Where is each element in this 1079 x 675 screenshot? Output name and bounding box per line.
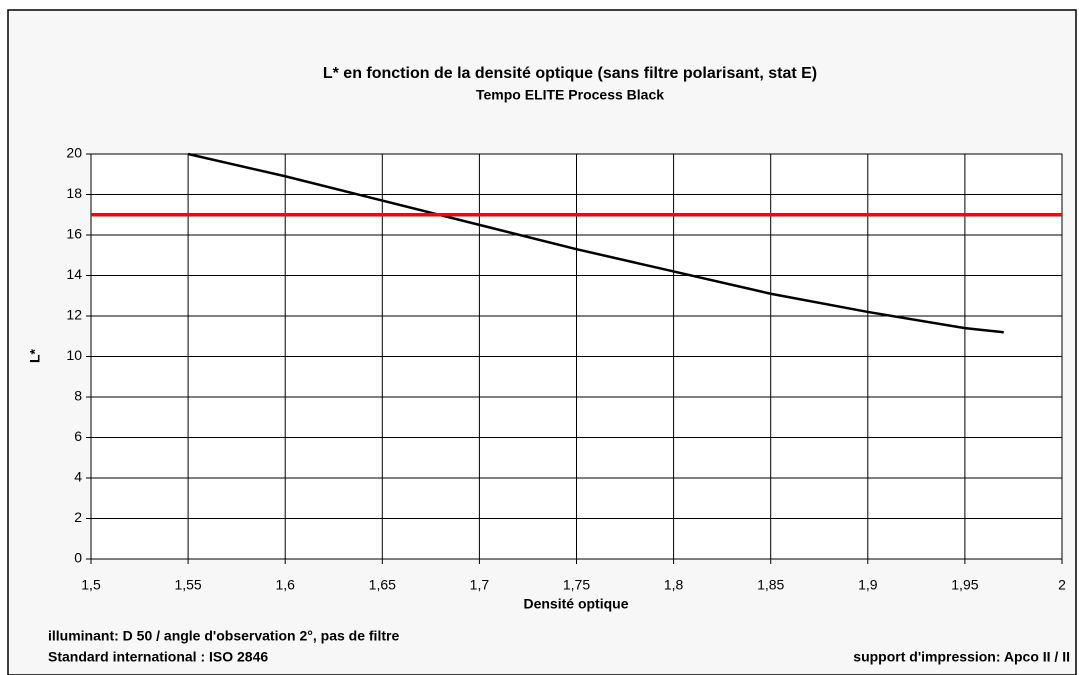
footnote: illuminant: D 50 / angle d'observation 2… [48, 628, 399, 644]
x-tick-label: 1,9 [858, 577, 878, 593]
x-tick-label: 1,95 [951, 577, 978, 593]
x-tick-label: 1,5 [81, 577, 101, 593]
series-line [187, 152, 1004, 334]
y-tick-label: 16 [66, 226, 82, 242]
y-tick-label: 4 [74, 469, 82, 485]
y-tick-label: 20 [66, 145, 82, 161]
y-tick-label: 2 [74, 509, 82, 525]
x-tick-label: 1,6 [275, 577, 295, 593]
y-tick-label: 10 [66, 347, 82, 363]
x-axis-label: Densité optique [523, 596, 628, 612]
x-tick-label: 1,65 [369, 577, 396, 593]
chart-subtitle: Tempo ELITE Process Black [476, 87, 664, 103]
x-tick-label: 1,85 [757, 577, 784, 593]
x-tick-label: 1,7 [470, 577, 490, 593]
y-tick-label: 6 [74, 428, 82, 444]
x-tick-label: 1,55 [174, 577, 201, 593]
y-tick-label: 8 [74, 388, 82, 404]
y-axis-label: L* [27, 348, 43, 363]
footnote: support d'impression: Apco II / II [853, 649, 1070, 665]
y-tick-label: 0 [74, 550, 82, 566]
x-tick-label: 2 [1058, 577, 1066, 593]
x-tick-label: 1,75 [563, 577, 590, 593]
x-tick-label: 1,8 [664, 577, 684, 593]
y-tick-label: 12 [66, 307, 82, 323]
y-tick-label: 14 [66, 266, 82, 282]
chart-title: L* en fonction de la densité optique (sa… [323, 65, 817, 82]
y-tick-label: 18 [66, 185, 82, 201]
footnote: Standard international : ISO 2846 [48, 649, 268, 665]
